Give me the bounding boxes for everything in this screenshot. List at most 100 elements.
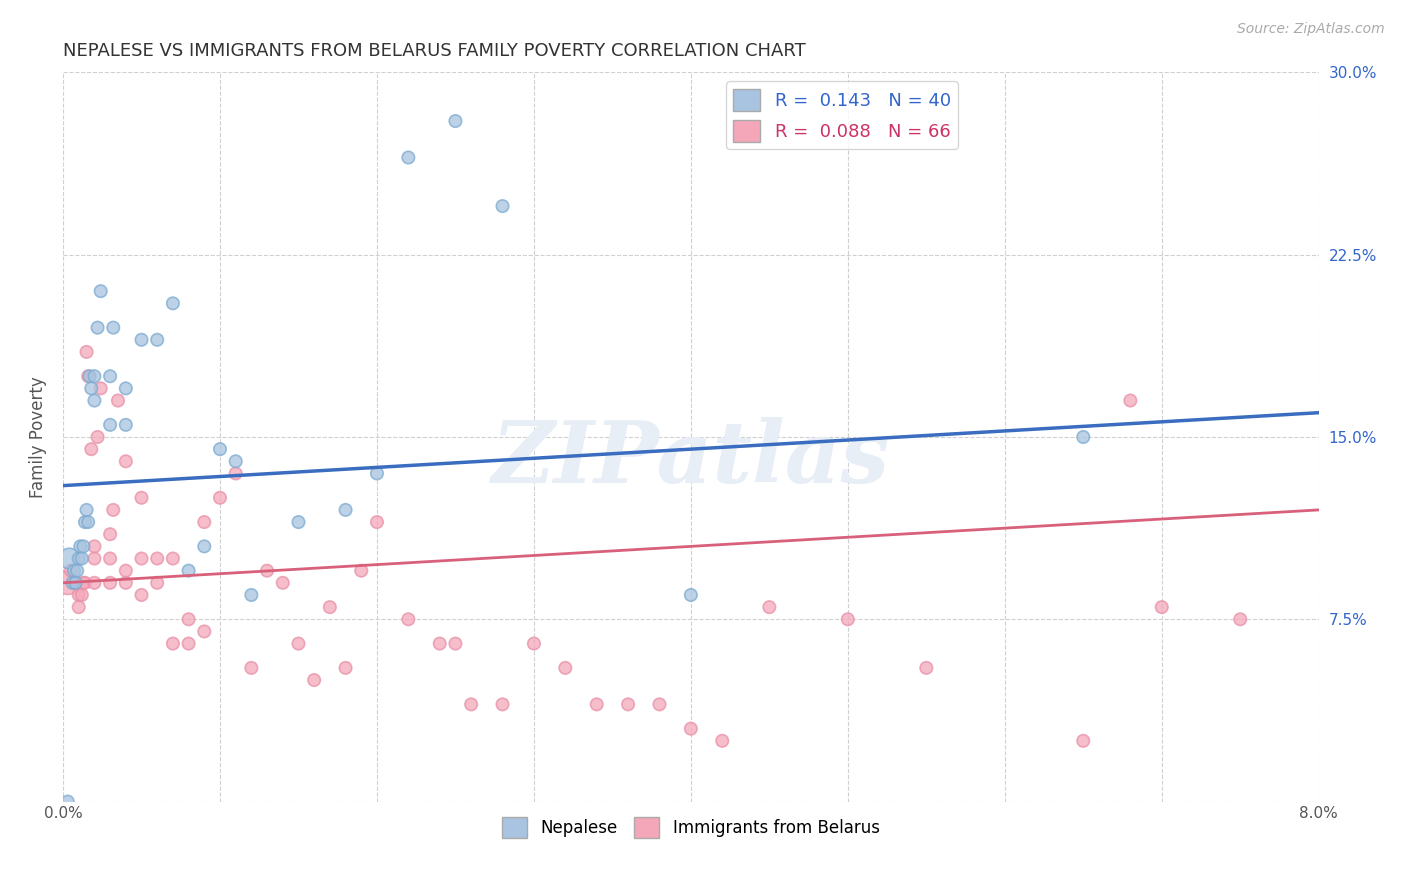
Point [491, 199, 513, 213]
Point [177, 564, 200, 578]
Point [444, 114, 467, 128]
Point [98, 369, 121, 384]
Point [67, 551, 90, 566]
Point [208, 491, 231, 505]
Point [429, 637, 451, 651]
Point [523, 637, 546, 651]
Text: Source: ZipAtlas.com: Source: ZipAtlas.com [1237, 22, 1385, 37]
Point [1071, 734, 1094, 748]
Point [1071, 430, 1094, 444]
Y-axis label: Family Poverty: Family Poverty [30, 376, 46, 498]
Point [72, 575, 94, 590]
Point [758, 600, 780, 615]
Point [98, 575, 121, 590]
Point [114, 564, 136, 578]
Point [73, 575, 96, 590]
Point [396, 612, 419, 626]
Point [554, 661, 576, 675]
Point [79, 369, 101, 384]
Point [69, 540, 91, 554]
Point [70, 551, 93, 566]
Point [76, 503, 98, 517]
Point [114, 575, 136, 590]
Point [396, 151, 419, 165]
Point [366, 515, 388, 529]
Point [146, 575, 169, 590]
Point [585, 698, 607, 712]
Point [63, 575, 86, 590]
Point [679, 722, 702, 736]
Point [1150, 600, 1173, 615]
Point [648, 698, 671, 712]
Point [162, 551, 184, 566]
Point [131, 491, 153, 505]
Point [98, 417, 121, 432]
Point [460, 698, 482, 712]
Legend: Nepalese, Immigrants from Belarus: Nepalese, Immigrants from Belarus [495, 811, 886, 845]
Point [131, 588, 153, 602]
Point [67, 600, 90, 615]
Point [287, 637, 309, 651]
Point [225, 454, 247, 468]
Point [271, 575, 294, 590]
Point [1119, 393, 1142, 408]
Point [240, 661, 263, 675]
Point [103, 503, 125, 517]
Point [146, 333, 169, 347]
Point [225, 467, 247, 481]
Point [350, 564, 373, 578]
Point [59, 564, 82, 578]
Point [679, 588, 702, 602]
Point [98, 551, 121, 566]
Point [491, 698, 513, 712]
Point [86, 430, 108, 444]
Point [131, 333, 153, 347]
Point [83, 551, 105, 566]
Point [335, 661, 357, 675]
Point [837, 612, 859, 626]
Point [915, 661, 938, 675]
Point [70, 588, 93, 602]
Point [162, 637, 184, 651]
Point [114, 417, 136, 432]
Point [83, 369, 105, 384]
Text: ZIPatlas: ZIPatlas [492, 417, 890, 500]
Point [83, 575, 105, 590]
Point [77, 369, 100, 384]
Point [80, 442, 103, 457]
Point [98, 527, 121, 541]
Point [72, 540, 94, 554]
Point [617, 698, 640, 712]
Point [103, 320, 125, 334]
Point [256, 564, 278, 578]
Point [107, 393, 129, 408]
Point [1229, 612, 1251, 626]
Point [131, 551, 153, 566]
Point [193, 624, 215, 639]
Text: NEPALESE VS IMMIGRANTS FROM BELARUS FAMILY POVERTY CORRELATION CHART: NEPALESE VS IMMIGRANTS FROM BELARUS FAMI… [63, 42, 806, 60]
Point [66, 564, 89, 578]
Point [319, 600, 342, 615]
Point [240, 588, 263, 602]
Point [177, 637, 200, 651]
Point [366, 467, 388, 481]
Point [56, 575, 79, 590]
Point [65, 575, 87, 590]
Point [76, 345, 98, 359]
Point [65, 575, 87, 590]
Point [63, 564, 86, 578]
Point [444, 637, 467, 651]
Point [86, 320, 108, 334]
Point [77, 515, 100, 529]
Point [193, 515, 215, 529]
Point [162, 296, 184, 310]
Point [114, 454, 136, 468]
Point [83, 540, 105, 554]
Point [90, 284, 112, 298]
Point [62, 575, 84, 590]
Point [73, 515, 96, 529]
Point [90, 381, 112, 395]
Point [67, 588, 90, 602]
Point [287, 515, 309, 529]
Point [208, 442, 231, 457]
